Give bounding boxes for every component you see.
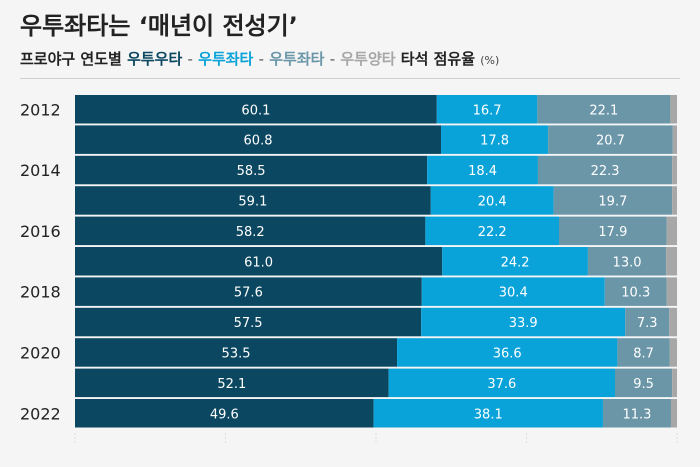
bar-segment [75, 95, 437, 124]
bar-segment [604, 277, 667, 306]
bar-segment [425, 216, 560, 246]
bar-segment [537, 155, 673, 185]
data-label: 17.9 [598, 225, 627, 240]
bar-segment [373, 399, 603, 428]
bar-segment [75, 155, 428, 185]
bar-segment [75, 186, 431, 215]
legend-separator: - [187, 50, 193, 68]
data-label: 57.5 [234, 316, 263, 331]
data-label: 7.3 [637, 316, 658, 331]
data-label: 37.6 [487, 377, 516, 392]
bar-segment [75, 368, 389, 398]
data-label: 20.4 [478, 194, 507, 209]
y-tick-label: 2018 [20, 283, 61, 302]
data-label: 57.6 [234, 286, 263, 301]
bar-segment [672, 125, 677, 154]
bar-segment [397, 338, 618, 367]
bar-segment [537, 95, 671, 124]
bar-segment [442, 247, 588, 276]
bar-segment [75, 277, 422, 306]
bar-segment [666, 247, 677, 276]
data-label: 36.6 [493, 346, 522, 361]
bar-segment [672, 368, 677, 398]
data-label: 11.3 [622, 407, 651, 422]
bar-segment [670, 95, 677, 124]
data-label: 10.3 [621, 286, 650, 301]
bar-segment [75, 338, 398, 367]
data-label: 22.3 [591, 164, 620, 179]
bar-segment [75, 216, 426, 246]
bar-segment [672, 155, 677, 185]
bar-segment [427, 155, 538, 185]
y-tick-label: 2014 [20, 161, 61, 180]
bar-segment [617, 338, 670, 367]
bar-segment [436, 95, 538, 124]
data-label: 60.8 [244, 134, 273, 149]
bar-segment [388, 368, 615, 398]
bar-segment [666, 277, 677, 306]
data-label: 9.5 [633, 377, 654, 392]
y-tick-label: 2016 [20, 222, 61, 241]
y-tick-label: 2020 [20, 343, 61, 362]
y-tick-label: 2022 [20, 404, 61, 423]
data-label: 59.1 [238, 194, 267, 209]
data-label: 22.2 [478, 225, 507, 240]
bar-segment [75, 247, 443, 276]
data-label: 13.0 [613, 255, 642, 270]
page-title: 우투좌타는 ‘매년이 전성기’ [20, 12, 298, 40]
data-label: 61.0 [244, 255, 273, 270]
data-label: 33.9 [509, 316, 538, 331]
bar-segment [441, 125, 549, 154]
bar-segment [666, 216, 677, 246]
data-label: 58.2 [236, 225, 265, 240]
data-label: 52.1 [217, 377, 246, 392]
legend-rr: 우투우타 [127, 50, 183, 68]
bar-segment [670, 399, 677, 428]
legend-rl: 우투좌타 [269, 50, 325, 68]
bar-segment [625, 307, 670, 337]
legend-separator: - [329, 50, 336, 68]
legend-sw: 우투양타 [340, 50, 396, 68]
subtitle-prefix: 프로야구 연도별 [20, 50, 122, 68]
data-label: 8.7 [633, 346, 654, 361]
bar-segment [553, 186, 673, 215]
legend-separator: - [258, 50, 265, 68]
bar-segment [430, 186, 554, 215]
bar-segment [602, 399, 671, 428]
data-label: 30.4 [499, 286, 528, 301]
data-label: 17.8 [480, 134, 509, 149]
chart-subtitle: 프로야구 연도별 우투우타 - 우투좌타 - 우투좌타 - 우투양타 타석 점유… [20, 48, 499, 69]
data-label: 20.7 [596, 134, 625, 149]
y-tick-label: 2012 [20, 100, 61, 119]
data-label: 38.1 [474, 407, 503, 422]
bar-segment [614, 368, 673, 398]
data-label: 49.6 [210, 407, 239, 422]
data-label: 22.1 [589, 103, 618, 118]
bar-segment [559, 216, 667, 246]
data-label: 53.5 [222, 346, 251, 361]
data-label: 16.7 [473, 103, 502, 118]
title-divider [20, 78, 680, 79]
bar-segment [75, 125, 442, 154]
bar-segment [75, 307, 422, 337]
bar-segment [672, 186, 677, 215]
legend-ll: 우투좌타 [198, 50, 254, 68]
bar-segment [421, 277, 605, 306]
data-label: 60.1 [241, 103, 270, 118]
bar-segment [548, 125, 673, 154]
bar-segment [587, 247, 667, 276]
bar-segment [421, 307, 626, 337]
bar-segment [669, 338, 677, 367]
bar-segment [669, 307, 677, 337]
data-label: 19.7 [598, 194, 627, 209]
data-label: 58.5 [237, 164, 266, 179]
data-label: 24.2 [501, 255, 530, 270]
subtitle-unit: (%) [480, 54, 500, 67]
data-label: 18.4 [468, 164, 497, 179]
subtitle-suffix: 타석 점유율 [400, 50, 476, 68]
bar-segment [75, 399, 374, 428]
